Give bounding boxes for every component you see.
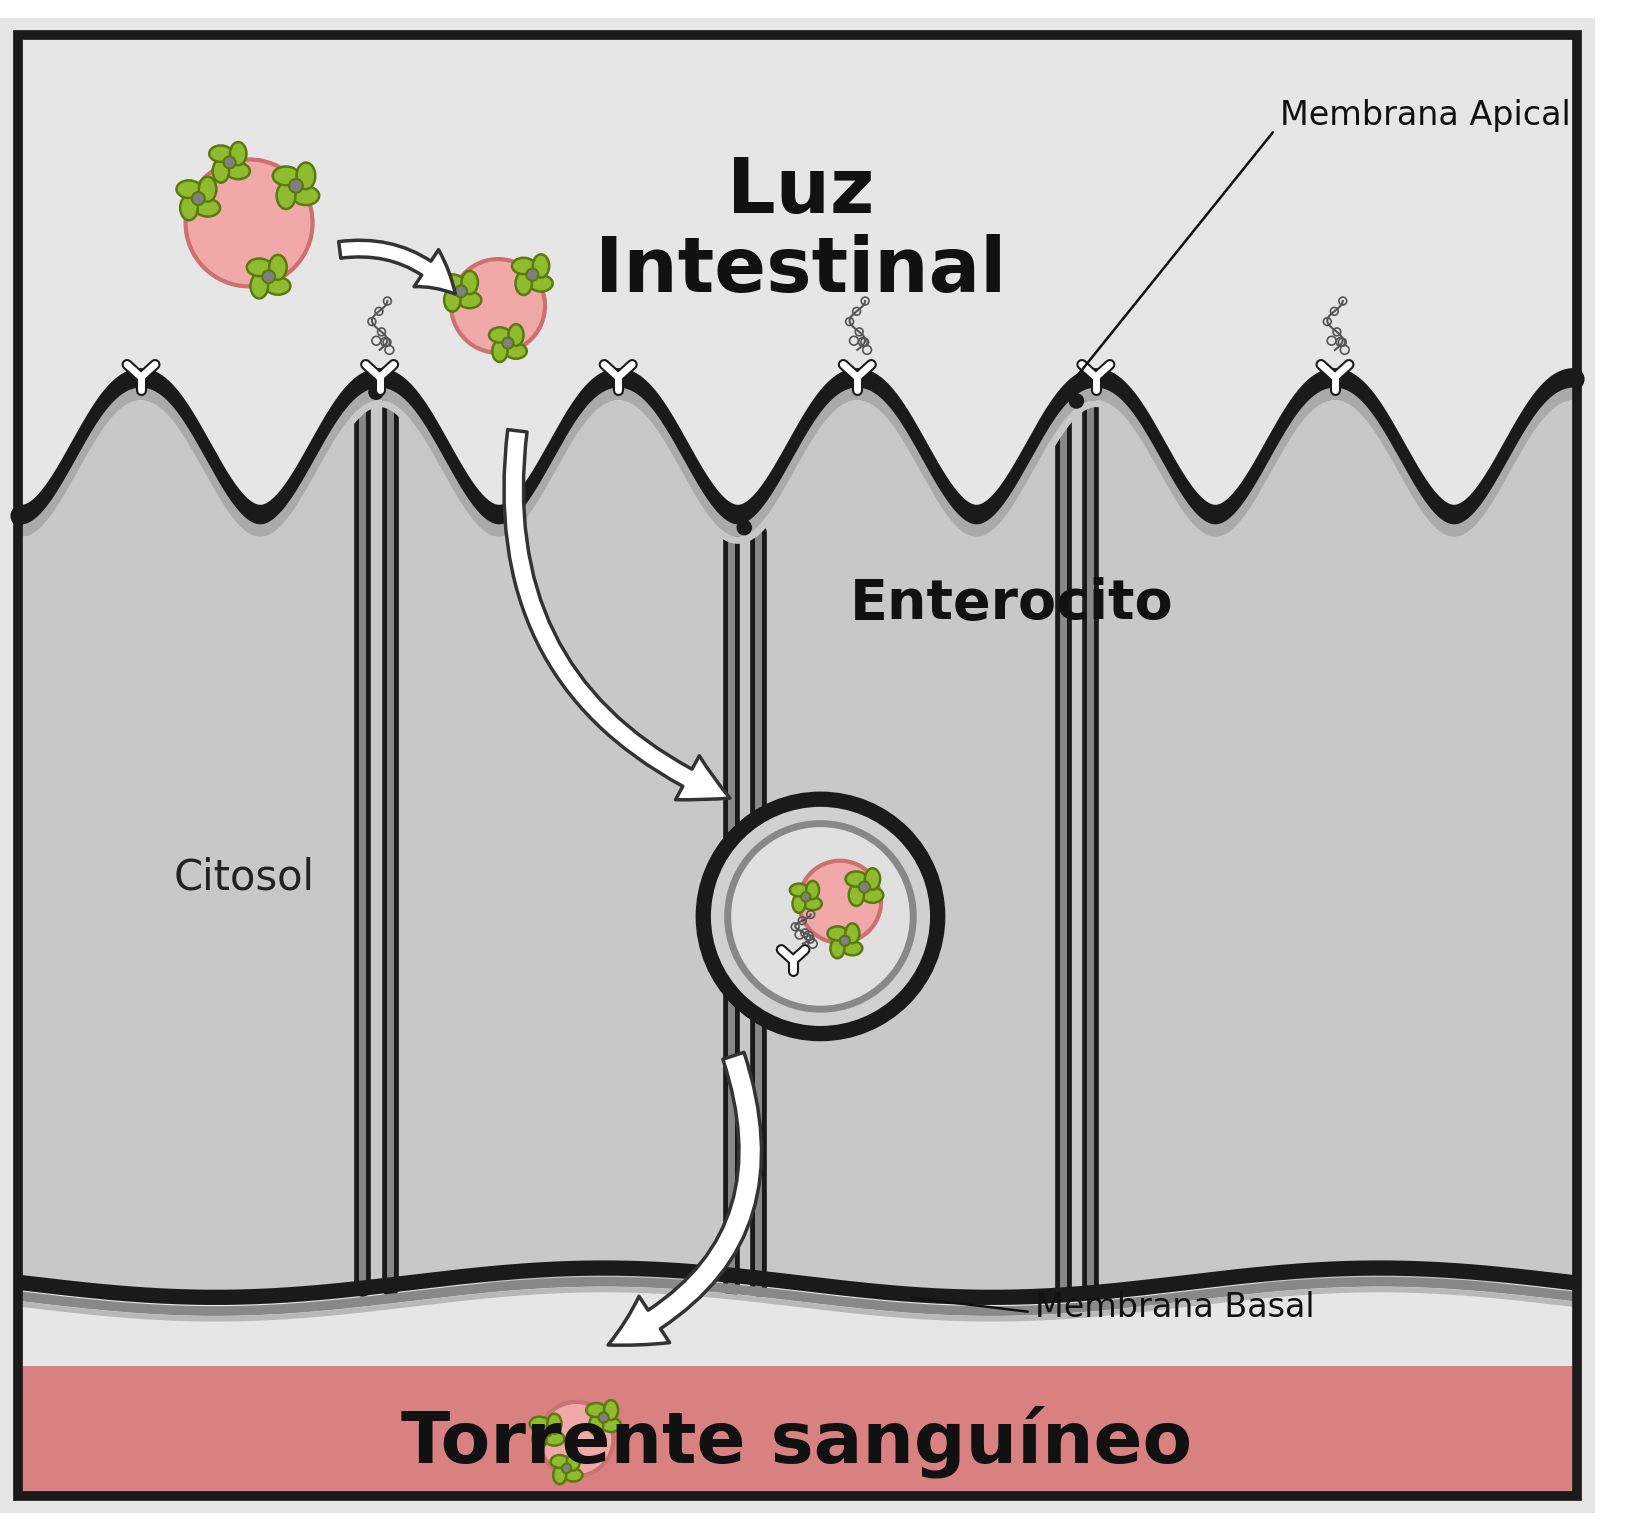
Ellipse shape — [462, 271, 478, 294]
Circle shape — [801, 893, 809, 902]
Ellipse shape — [250, 274, 268, 299]
Circle shape — [798, 860, 881, 943]
Ellipse shape — [842, 942, 862, 955]
Bar — [18, 1366, 1577, 1497]
Text: Membrana Basal: Membrana Basal — [1035, 1291, 1314, 1324]
Ellipse shape — [176, 181, 201, 197]
Circle shape — [736, 521, 752, 536]
Ellipse shape — [550, 1454, 568, 1468]
Ellipse shape — [196, 199, 220, 216]
Ellipse shape — [212, 159, 228, 182]
Ellipse shape — [269, 254, 287, 280]
Text: Membrana Apical: Membrana Apical — [1279, 100, 1570, 132]
Ellipse shape — [459, 292, 481, 308]
Ellipse shape — [209, 145, 232, 162]
Ellipse shape — [504, 343, 527, 358]
Ellipse shape — [565, 1468, 583, 1482]
FancyArrowPatch shape — [607, 1052, 761, 1346]
Text: Luz
Intestinal: Luz Intestinal — [596, 155, 1005, 308]
Circle shape — [450, 259, 545, 352]
Ellipse shape — [792, 894, 805, 912]
FancyArrowPatch shape — [338, 240, 455, 294]
Ellipse shape — [604, 1399, 619, 1419]
Ellipse shape — [532, 1428, 547, 1448]
Ellipse shape — [297, 162, 315, 190]
Circle shape — [542, 1425, 552, 1436]
Ellipse shape — [831, 939, 844, 958]
Circle shape — [1067, 393, 1084, 409]
Ellipse shape — [865, 868, 880, 890]
Circle shape — [858, 882, 870, 893]
Circle shape — [186, 159, 312, 286]
Ellipse shape — [292, 187, 318, 205]
Ellipse shape — [227, 162, 250, 179]
Circle shape — [839, 935, 850, 946]
Ellipse shape — [516, 273, 532, 295]
Ellipse shape — [790, 883, 808, 897]
Ellipse shape — [199, 176, 217, 202]
Ellipse shape — [806, 880, 819, 899]
Ellipse shape — [553, 1467, 566, 1484]
Ellipse shape — [547, 1413, 561, 1433]
Text: Enterocito: Enterocito — [849, 577, 1173, 631]
Ellipse shape — [444, 288, 460, 312]
Ellipse shape — [849, 885, 863, 906]
Ellipse shape — [589, 1415, 602, 1435]
Circle shape — [597, 1412, 609, 1422]
Circle shape — [561, 1464, 571, 1473]
Ellipse shape — [529, 1416, 548, 1431]
Ellipse shape — [246, 259, 271, 276]
Ellipse shape — [441, 274, 463, 291]
Ellipse shape — [532, 254, 548, 277]
Circle shape — [367, 384, 384, 400]
Circle shape — [539, 1402, 614, 1476]
Ellipse shape — [508, 325, 524, 346]
Ellipse shape — [845, 871, 867, 886]
Ellipse shape — [803, 897, 821, 909]
Ellipse shape — [566, 1453, 579, 1471]
Circle shape — [503, 337, 512, 349]
Circle shape — [728, 824, 912, 1009]
Circle shape — [455, 285, 467, 297]
Circle shape — [191, 191, 204, 205]
Circle shape — [263, 269, 274, 283]
Ellipse shape — [862, 888, 883, 903]
Ellipse shape — [180, 196, 197, 220]
Ellipse shape — [543, 1431, 565, 1445]
Ellipse shape — [491, 340, 508, 361]
Ellipse shape — [827, 926, 847, 940]
Circle shape — [289, 179, 302, 193]
Ellipse shape — [845, 923, 858, 943]
Text: Citosol: Citosol — [173, 856, 315, 899]
Ellipse shape — [529, 276, 552, 291]
Ellipse shape — [488, 328, 511, 343]
Ellipse shape — [512, 257, 535, 274]
Ellipse shape — [273, 167, 299, 185]
Ellipse shape — [601, 1418, 620, 1431]
FancyArrowPatch shape — [504, 430, 730, 799]
Text: Torrente sanguíneo: Torrente sanguíneo — [401, 1405, 1191, 1477]
Circle shape — [224, 156, 235, 168]
Ellipse shape — [276, 182, 295, 210]
Ellipse shape — [230, 142, 246, 165]
Ellipse shape — [586, 1402, 605, 1418]
Circle shape — [703, 799, 937, 1033]
Circle shape — [526, 268, 539, 280]
Ellipse shape — [266, 277, 290, 295]
